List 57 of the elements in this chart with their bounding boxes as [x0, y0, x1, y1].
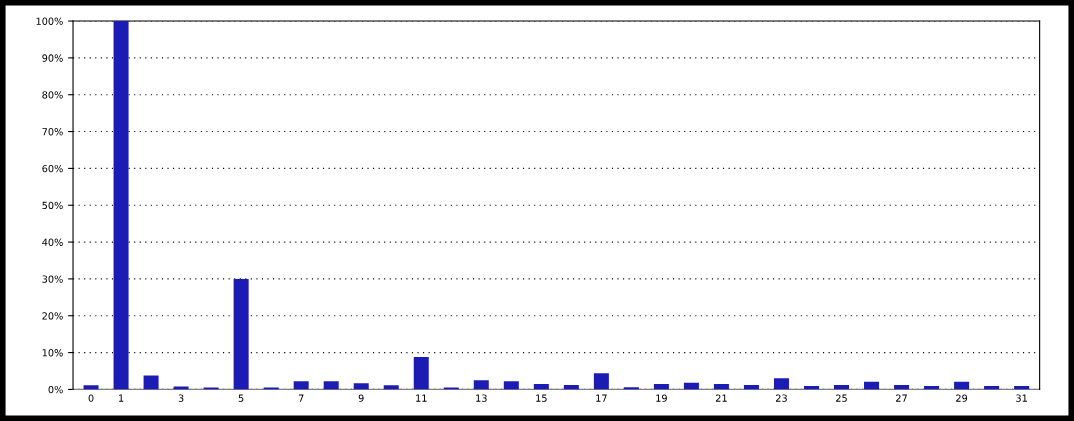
x-tick-label: 9	[358, 394, 364, 402]
x-tick-label: 17	[596, 394, 607, 402]
bar	[653, 383, 669, 390]
y-tick-label: 50%	[42, 201, 63, 210]
y-tick-label: 100%	[36, 17, 63, 25]
x-tick-label: 11	[416, 394, 427, 402]
bar	[353, 383, 369, 390]
y-tick-label: 40%	[42, 238, 63, 246]
bar	[683, 382, 699, 390]
bar	[323, 381, 339, 390]
bar	[473, 380, 489, 390]
y-tick-label: 0%	[48, 385, 63, 394]
x-tick-label: 5	[238, 394, 244, 402]
bar	[984, 386, 1000, 390]
y-tick-label: 10%	[42, 349, 63, 357]
x-tick-label: 21	[715, 394, 727, 402]
bar	[954, 381, 970, 390]
bar	[173, 386, 189, 390]
bar	[743, 385, 759, 390]
x-tick-label: 1	[119, 394, 124, 402]
x-tick-label: 7	[298, 394, 304, 402]
y-tick-label: 30%	[42, 275, 63, 283]
x-tick-label: 15	[536, 394, 547, 402]
bar	[593, 373, 609, 390]
bar	[113, 21, 129, 390]
bar	[563, 385, 579, 390]
bar	[924, 386, 940, 390]
y-tick-label: 60%	[42, 164, 63, 173]
bar	[864, 381, 880, 390]
x-tick-label: 23	[776, 394, 787, 402]
y-tick-label: 70%	[42, 128, 63, 136]
bar	[143, 375, 159, 390]
y-tick-label: 90%	[42, 54, 63, 62]
bar	[503, 381, 519, 390]
x-tick-label: 0	[88, 394, 94, 402]
bar	[383, 385, 399, 390]
x-tick-label: 19	[656, 394, 667, 402]
bar	[834, 385, 850, 390]
x-tick-label: 27	[896, 394, 907, 402]
y-tick-label: 80%	[42, 91, 63, 99]
x-tick-label: 13	[476, 394, 487, 402]
bar	[713, 383, 729, 390]
x-tick-label: 3	[178, 394, 184, 402]
bar	[894, 385, 910, 390]
bar	[233, 278, 249, 390]
bar	[1014, 386, 1030, 390]
x-tick-label: 29	[956, 394, 968, 402]
bar	[533, 383, 549, 390]
x-tick-label: 31	[1016, 394, 1027, 402]
bar	[83, 385, 99, 390]
bar	[413, 357, 429, 390]
y-tick-label: 20%	[42, 312, 63, 320]
x-tick-label: 25	[836, 394, 847, 402]
bar	[293, 381, 309, 390]
bar	[773, 378, 789, 390]
bar	[803, 386, 819, 390]
bar	[623, 387, 639, 390]
